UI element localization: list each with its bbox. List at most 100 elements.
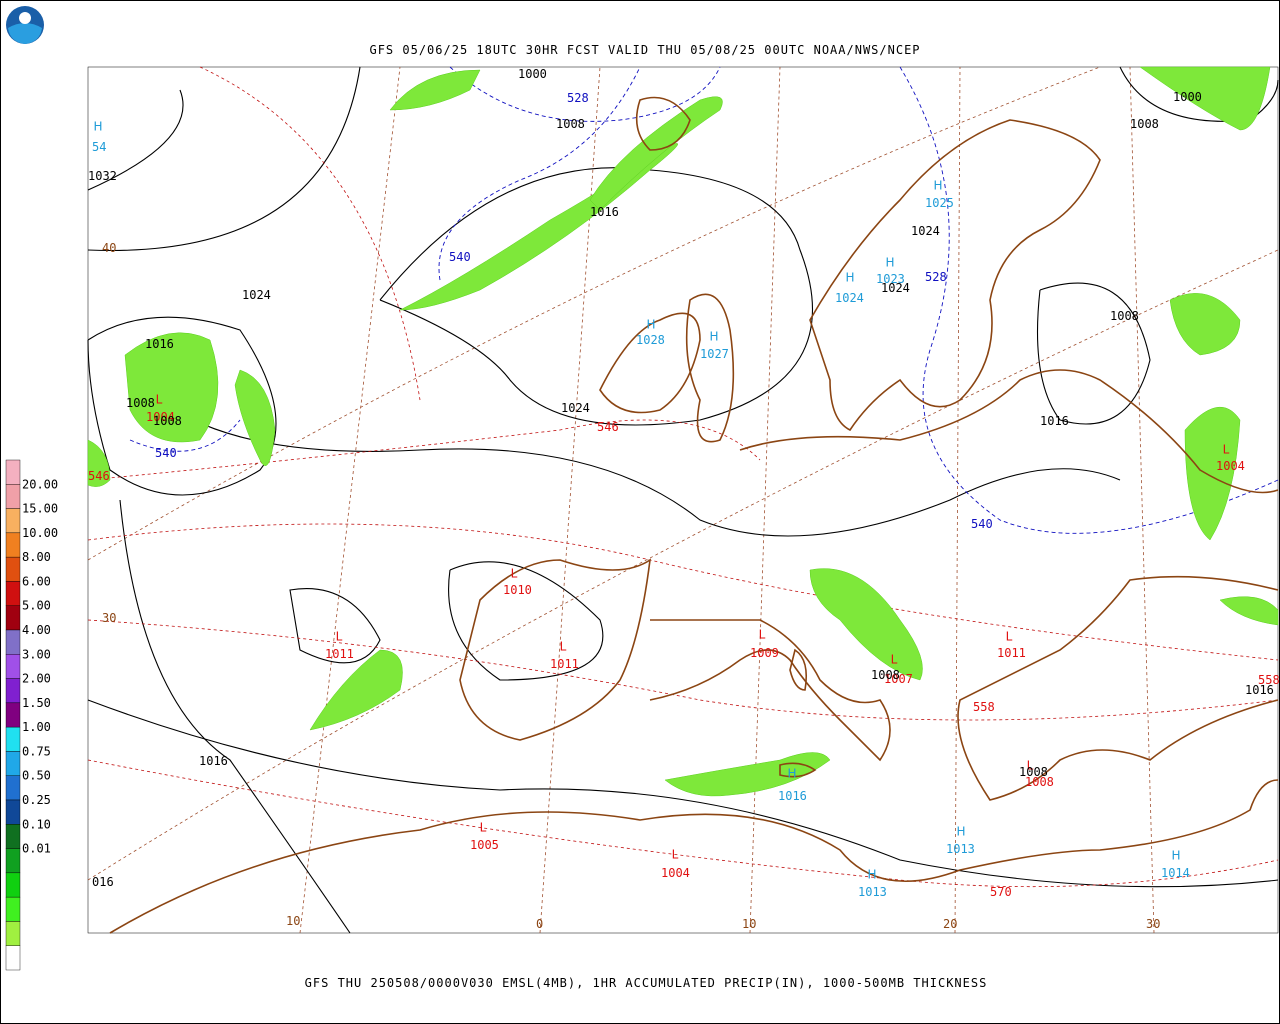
- center-symbol: L: [891, 653, 898, 667]
- isobars: [87, 66, 1279, 934]
- thickness-label: 558: [1258, 673, 1280, 687]
- legend-swatch: [5, 532, 21, 558]
- center-symbol: H: [933, 179, 942, 193]
- center-value: 1004: [146, 410, 175, 424]
- thickness-label: 558: [973, 700, 995, 714]
- legend-swatch: [5, 605, 21, 631]
- isobar-label: 1008: [1110, 309, 1139, 323]
- center-value: 1010: [503, 583, 532, 597]
- center-symbol: H: [787, 767, 796, 781]
- thickness-label: 570: [990, 885, 1012, 899]
- coastlines: [109, 96, 1279, 934]
- center-symbol: H: [867, 868, 876, 882]
- isobar-label: 1008: [153, 414, 182, 428]
- legend-swatch: [5, 799, 21, 825]
- legend-swatch: [5, 726, 21, 752]
- center-symbol: L: [336, 630, 343, 644]
- center-value: 1024: [835, 291, 864, 305]
- legend-swatch: [5, 945, 21, 971]
- thickness-label: 546: [88, 469, 110, 483]
- isobar-label: 1000: [1173, 90, 1202, 104]
- center-symbol: H: [956, 825, 965, 839]
- title: GFS 05/06/25 18UTC 30HR FCST VALID THU 0…: [369, 43, 920, 57]
- isobar-label: 1008: [126, 396, 155, 410]
- center-symbol: L: [1223, 443, 1230, 457]
- center-value: 1025: [925, 196, 954, 210]
- legend-label: 1.50: [22, 696, 51, 710]
- center-value: 1011: [325, 647, 354, 661]
- graticule-label: 0: [536, 917, 543, 931]
- legend-swatch: [5, 629, 21, 655]
- legend-label: 3.00: [22, 647, 51, 661]
- center-value: 1007: [884, 672, 913, 686]
- center-value: 1014: [1161, 866, 1190, 880]
- noaa-logo: [6, 6, 44, 44]
- legend-label: 15.00: [22, 502, 58, 516]
- thickness-label: 540: [971, 517, 993, 531]
- isobar-label: 1016: [145, 337, 174, 351]
- legend-label: 6.00: [22, 574, 51, 588]
- legend-swatch: [5, 556, 21, 582]
- legend-swatch: [5, 678, 21, 704]
- legend-label: 4.00: [22, 623, 51, 637]
- isobar-label: 016: [92, 875, 114, 889]
- isobar-label: 1024: [911, 224, 940, 238]
- center-symbol: L: [672, 848, 679, 862]
- legend-swatch: [5, 848, 21, 874]
- center-symbol: H: [885, 256, 894, 270]
- center-symbol: L: [1006, 630, 1013, 644]
- center-value: 1016: [778, 789, 807, 803]
- legend-label: 0.75: [22, 744, 51, 758]
- isobar-label: 1000: [518, 67, 547, 81]
- center-value: 54: [92, 140, 106, 154]
- legend-label: 0.50: [22, 769, 51, 783]
- legend-label: 5.00: [22, 599, 51, 613]
- center-value: 1011: [997, 646, 1026, 660]
- isobar-label: 1032: [88, 169, 117, 183]
- legend-label: 20.00: [22, 477, 58, 491]
- legend-swatch: [5, 921, 21, 946]
- isobar-label: 1008: [1019, 765, 1048, 779]
- center-symbol: H: [845, 271, 854, 285]
- legend-swatch: [5, 751, 21, 776]
- center-value: 1005: [470, 838, 499, 852]
- isobar-label: 1016: [1245, 683, 1274, 697]
- legend-swatch: [5, 508, 21, 534]
- legend-swatch: [5, 702, 21, 728]
- isobar-label: 1008: [556, 117, 585, 131]
- legend-label: 0.10: [22, 817, 51, 831]
- thickness-label: 528: [925, 270, 947, 284]
- isobar-label: 1024: [561, 401, 590, 415]
- center-value: 1004: [661, 866, 690, 880]
- center-symbol: L: [1027, 759, 1034, 773]
- graticule-label: 30: [1146, 917, 1160, 931]
- legend-swatch: [5, 484, 21, 509]
- isobar-label: 1016: [199, 754, 228, 768]
- isobar-label: 1024: [881, 281, 910, 295]
- center-value: 1009: [750, 646, 779, 660]
- center-symbol: L: [156, 393, 163, 407]
- isobar-label: 1008: [1130, 117, 1159, 131]
- center-value: 1008: [1025, 775, 1054, 789]
- thickness-label: 546: [597, 420, 619, 434]
- legend-label: 0.25: [22, 793, 51, 807]
- legend-swatch: [5, 872, 21, 898]
- center-symbol: L: [759, 628, 766, 642]
- legend-swatch: [5, 459, 21, 485]
- center-value: 1011: [550, 657, 579, 671]
- center-value: 1028: [636, 333, 665, 347]
- graticule-label: 30: [102, 611, 116, 625]
- legend-swatch: [5, 775, 21, 801]
- center-value: 1023: [876, 272, 905, 286]
- center-symbol: H: [1171, 849, 1180, 863]
- graticule-label: 20: [943, 917, 957, 931]
- legend-label: 1.00: [22, 720, 51, 734]
- graticule-label: 10: [286, 914, 300, 928]
- precip-legend: 20.00 15.00 10.00 8.00 6.00 5.00 4.00 3.00 2.00 1…: [5, 459, 58, 971]
- center-symbol: L: [560, 640, 567, 654]
- center-value: 1013: [946, 842, 975, 856]
- isobar-label: 1016: [590, 205, 619, 219]
- isobar-label: 1008: [871, 668, 900, 682]
- center-symbol: L: [511, 567, 518, 581]
